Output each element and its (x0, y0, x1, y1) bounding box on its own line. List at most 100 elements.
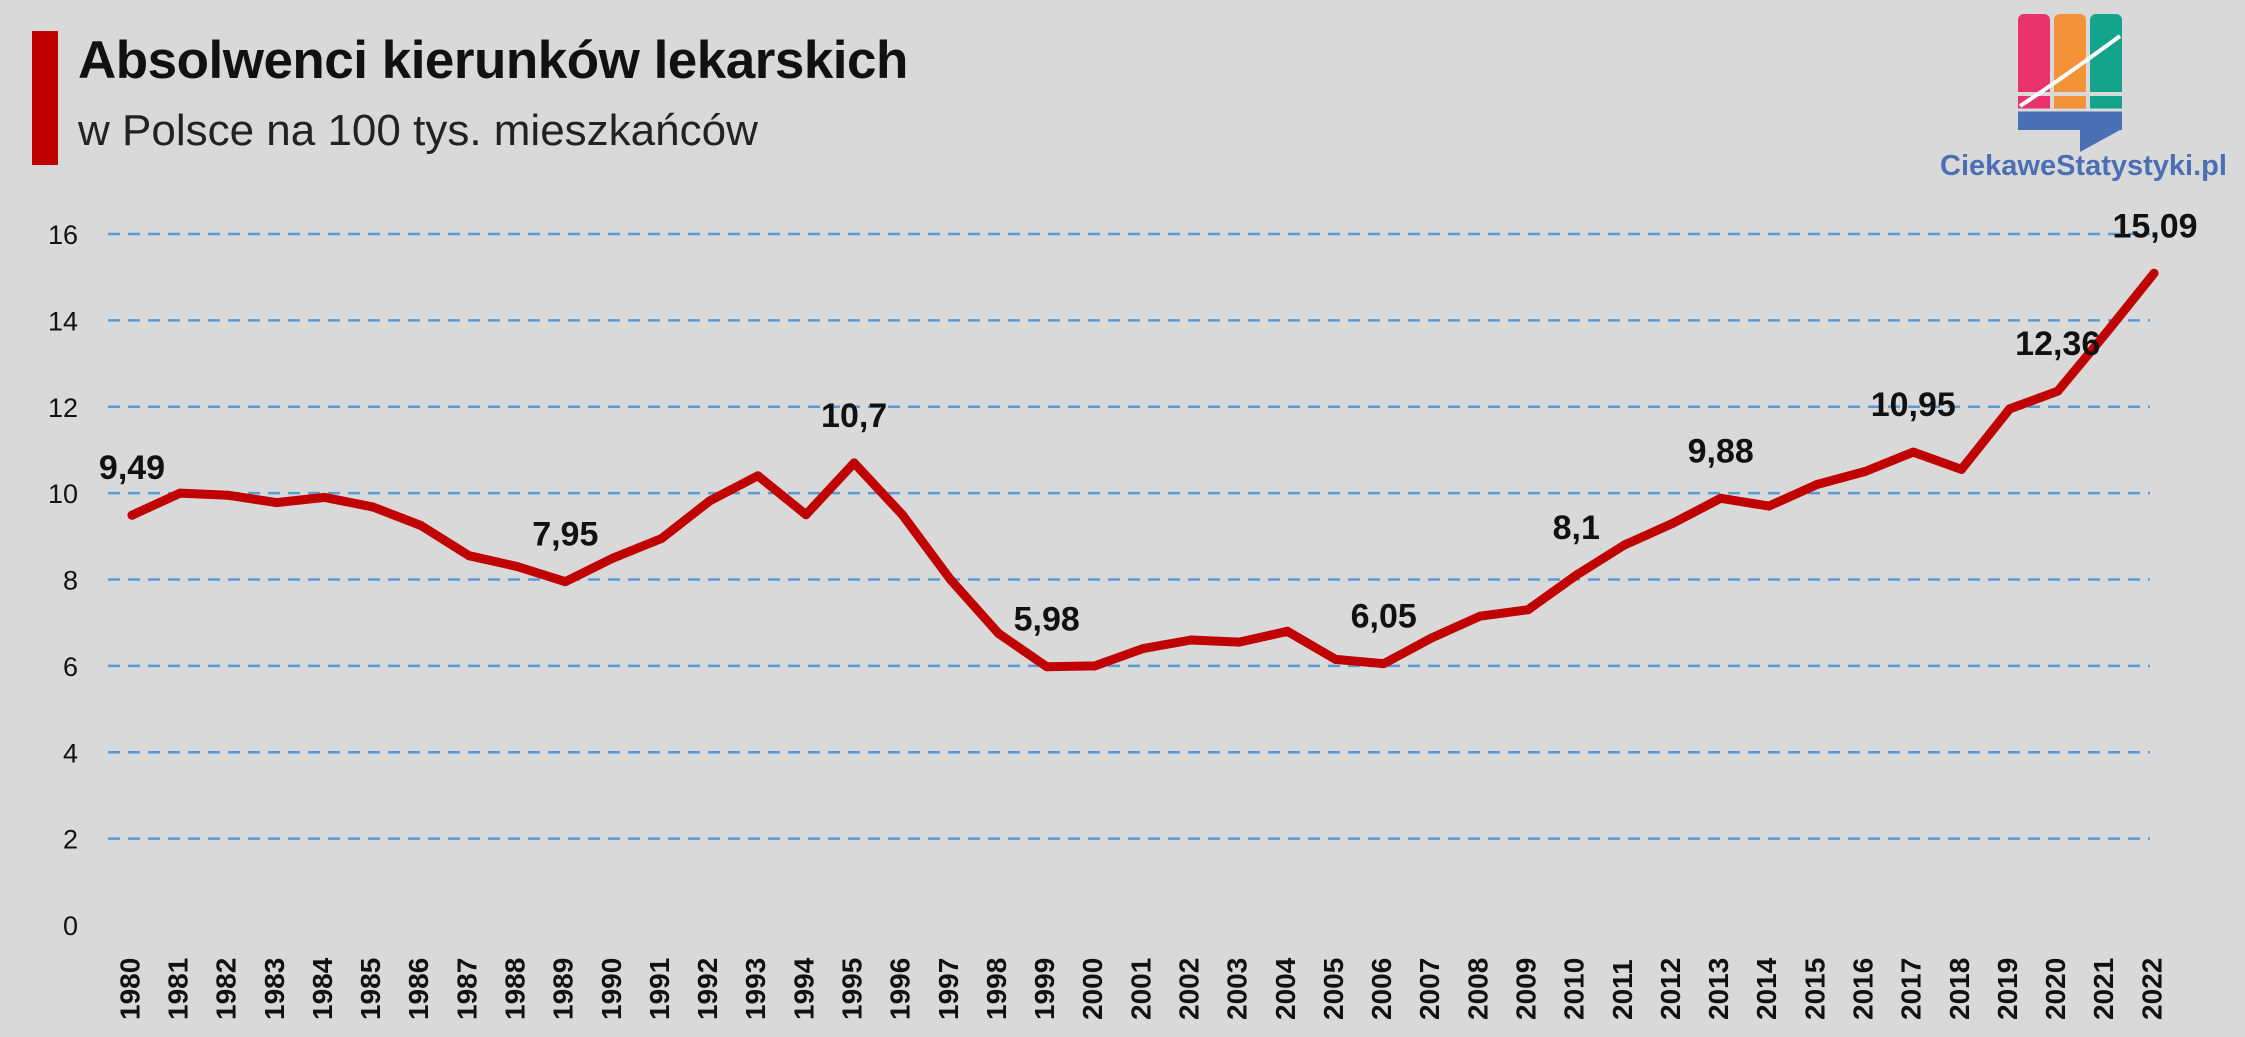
x-tick-label: 2011 (1607, 959, 1638, 1020)
data-point (1812, 479, 1822, 489)
logo-text: CiekaweStatystyki.pl (1940, 150, 2227, 182)
x-tick-label: 2016 (1848, 958, 1879, 1020)
data-point (1571, 570, 1581, 580)
data-point (1908, 447, 1918, 457)
data-point (1282, 626, 1292, 636)
data-point (2149, 268, 2159, 278)
logo-graphic (2018, 14, 2122, 152)
data-label: 7,95 (532, 516, 598, 554)
data-point (994, 628, 1004, 638)
logo-curve (2018, 34, 2122, 108)
data-point (2101, 328, 2111, 338)
y-tick-label: 16 (48, 220, 78, 250)
logo-icon (2018, 14, 2122, 152)
data-point (1716, 493, 1726, 503)
y-tick-label: 0 (63, 911, 78, 941)
data-point (1668, 518, 1678, 528)
data-point (945, 575, 955, 584)
data-label: 12,36 (2015, 325, 2100, 363)
title-accent-bar (32, 31, 58, 165)
data-label: 8,1 (1553, 509, 1600, 547)
x-tick-label: 2015 (1799, 958, 1830, 1020)
data-point (320, 492, 330, 502)
y-tick-label: 8 (63, 566, 78, 596)
x-tick-label: 2012 (1655, 958, 1686, 1020)
series-line-layer (127, 268, 2159, 672)
data-point (1427, 633, 1437, 643)
x-tick-label: 2014 (1751, 957, 1782, 1020)
data-point (271, 498, 281, 508)
data-point (1764, 501, 1774, 511)
data-point (223, 490, 233, 500)
x-tick-label: 1985 (355, 958, 386, 1020)
x-tick-label: 1983 (259, 958, 290, 1020)
data-point (1234, 637, 1244, 647)
y-tick-label: 14 (48, 306, 78, 336)
x-tick-label: 1988 (500, 958, 531, 1020)
data-point (705, 496, 715, 506)
x-tick-label: 1998 (981, 958, 1012, 1020)
x-tick-label: 1991 (644, 958, 675, 1020)
x-tick-label: 2019 (1992, 958, 2023, 1020)
data-label: 15,09 (2112, 207, 2197, 245)
x-tick-label: 1989 (548, 958, 579, 1020)
data-point (416, 521, 426, 531)
data-point (1523, 605, 1533, 615)
data-label: 10,7 (821, 397, 887, 435)
x-tick-label: 1993 (740, 958, 771, 1020)
logo-blue-base (2018, 110, 2122, 130)
data-label: 9,88 (1688, 432, 1754, 470)
x-tick-label: 2004 (1270, 957, 1301, 1020)
chart-title: Absolwenci kierunków lekarskich (78, 31, 908, 90)
data-point (175, 488, 185, 498)
x-tick-label: 1997 (933, 958, 964, 1020)
data-point (1090, 661, 1100, 671)
x-tick-label: 1992 (692, 958, 723, 1020)
x-tick-label: 1984 (307, 957, 338, 1020)
data-point (1331, 654, 1341, 664)
x-tick-label: 2017 (1896, 958, 1927, 1020)
chart-subtitle: w Polsce na 100 tys. mieszkańców (78, 106, 758, 155)
data-labels: 9,49 7,95 10,7 5,98 6,05 8,1 9,88 10,95 12,36 15,… (99, 207, 2198, 638)
x-tick-label: 2010 (1559, 958, 1590, 1020)
x-tick-label: 2022 (2136, 958, 2167, 1020)
data-point (560, 577, 570, 587)
data-point (1186, 635, 1196, 645)
x-tick-label: 2000 (1077, 958, 1108, 1020)
data-label: 6,05 (1351, 598, 1417, 636)
data-point (1475, 611, 1485, 621)
y-tick-label: 10 (48, 479, 78, 509)
data-point (897, 510, 907, 520)
x-tick-label: 1981 (163, 958, 194, 1020)
x-tick-label: 1994 (788, 957, 819, 1020)
data-point (801, 510, 811, 520)
x-axis-ticks: 1980 1981 1982 1983 1984 1985 1986 1987 1988 1989… (114, 957, 2167, 1020)
data-point (753, 471, 763, 481)
data-point (1860, 467, 1870, 477)
x-tick-label: 1987 (451, 958, 482, 1020)
x-tick-label: 1990 (596, 958, 627, 1020)
y-tick-label: 6 (63, 652, 78, 682)
grid-layer (108, 232, 2150, 840)
data-point (657, 533, 667, 543)
data-point (2053, 386, 2063, 396)
x-tick-label: 2007 (1414, 958, 1445, 1020)
x-tick-label: 2006 (1366, 958, 1397, 1020)
x-tick-label: 1982 (211, 958, 242, 1020)
x-tick-label: 1999 (1029, 958, 1060, 1020)
logo-pointer (2080, 130, 2120, 152)
data-point (2005, 404, 2015, 414)
data-point (1956, 464, 1966, 474)
x-tick-label: 2018 (1944, 958, 1975, 1020)
data-point (1138, 644, 1148, 654)
data-point (849, 458, 859, 468)
data-label: 5,98 (1014, 601, 1080, 639)
data-point (608, 553, 618, 563)
logo-orange-column (2054, 14, 2086, 114)
y-tick-label: 12 (48, 393, 78, 423)
x-tick-label: 2009 (1511, 958, 1542, 1020)
x-tick-label: 2002 (1174, 958, 1205, 1020)
x-tick-label: 1980 (114, 958, 145, 1020)
data-label: 9,49 (99, 449, 165, 487)
